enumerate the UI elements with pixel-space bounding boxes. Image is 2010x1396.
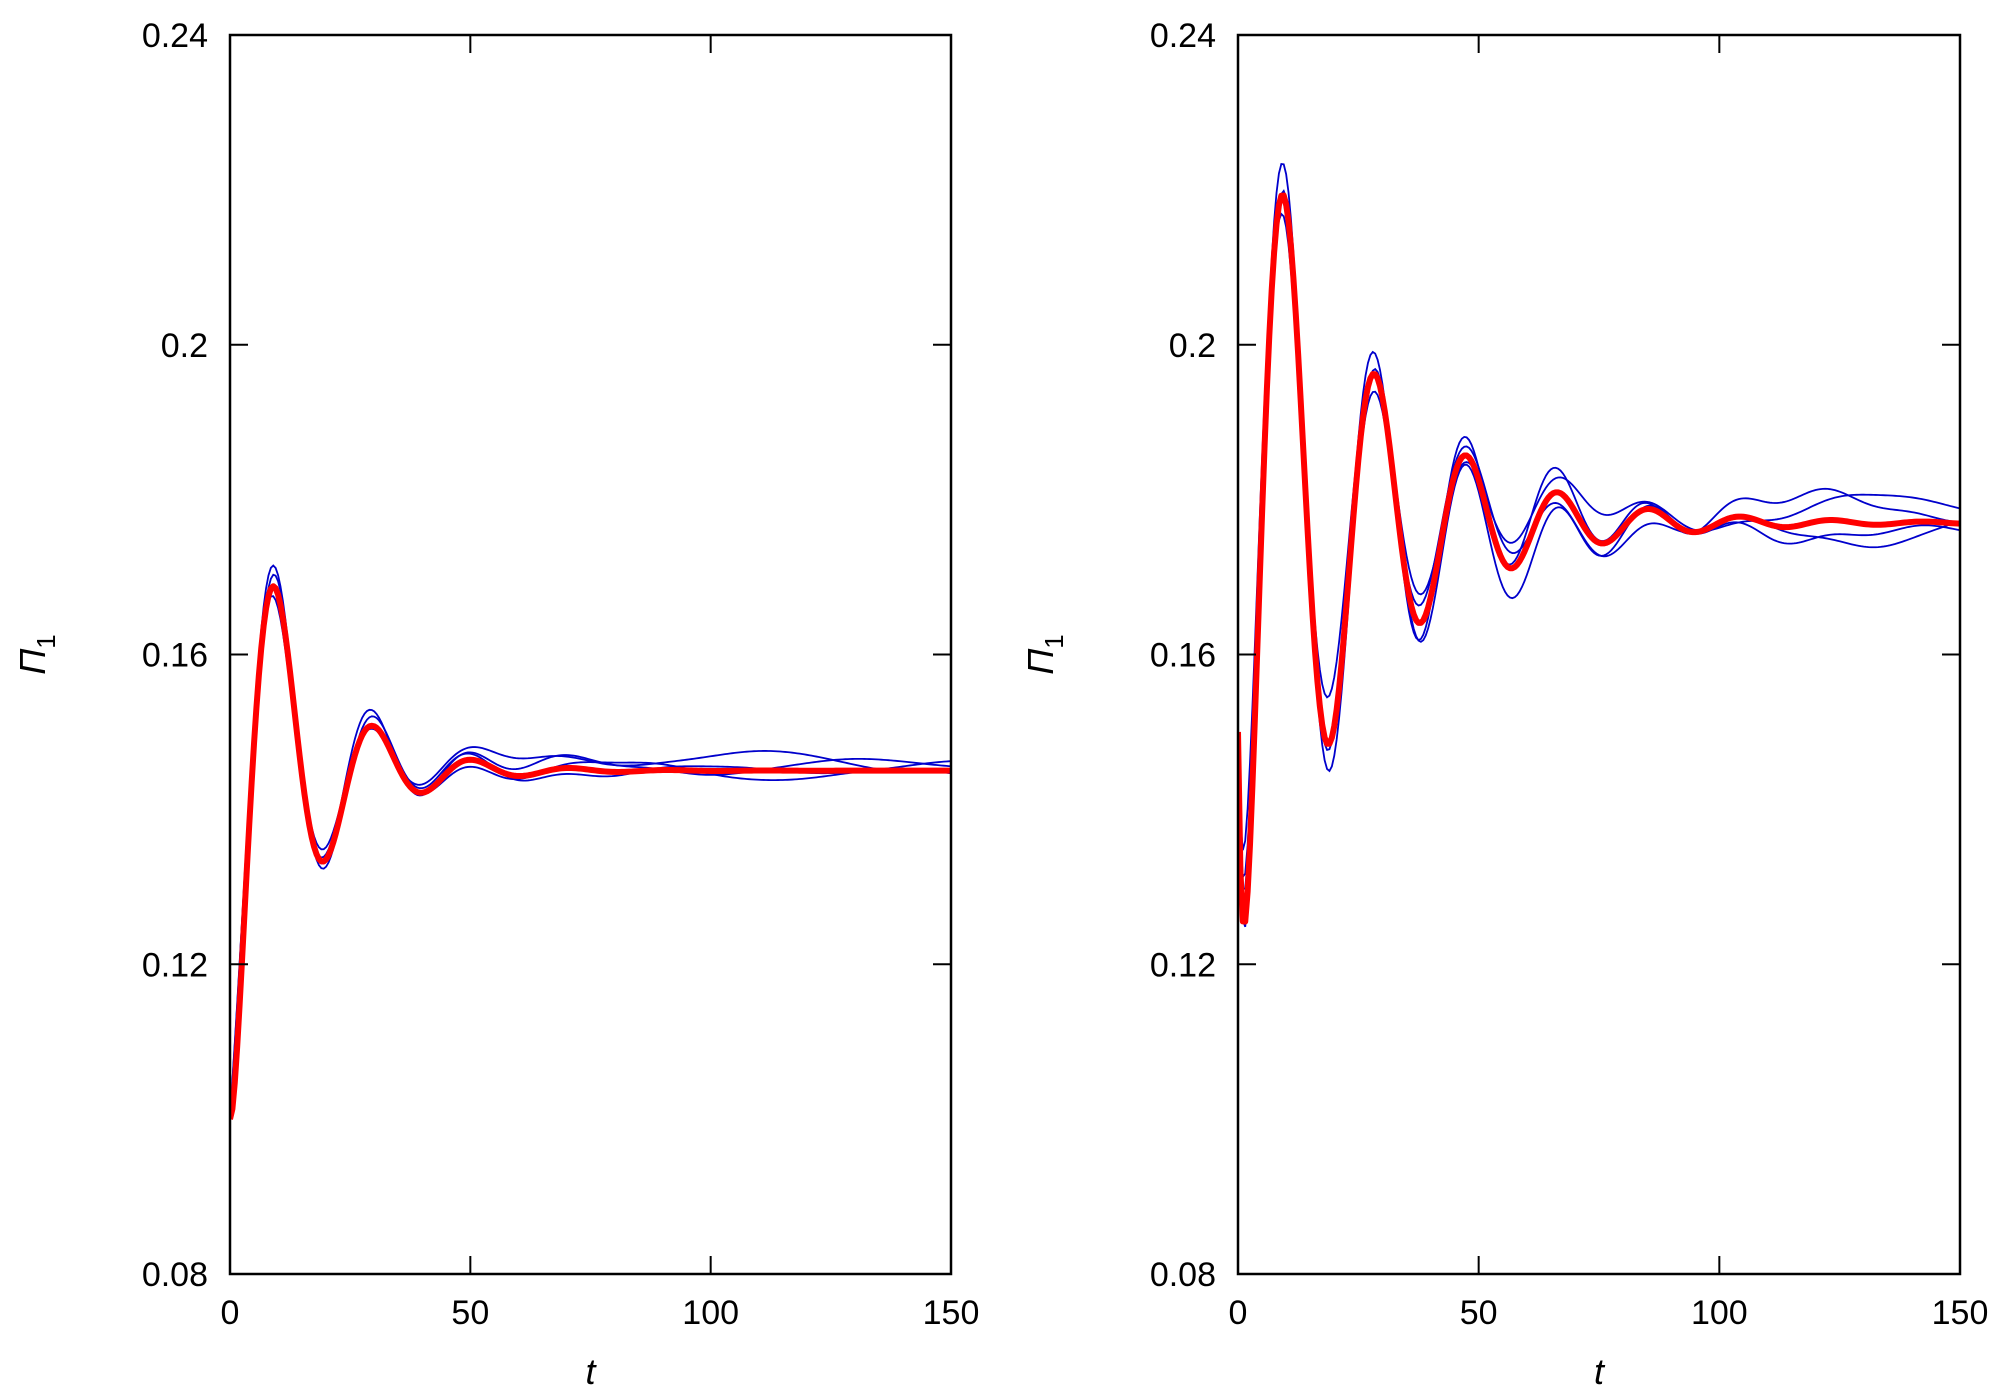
y-tick-label: 0.16 — [1150, 637, 1216, 675]
right-plot-panel: 0.08 0.12 0.16 0.2 0.24 0 50 100 150 t Π1 — [1020, 17, 1988, 1392]
realization-line-1 — [1238, 163, 1960, 891]
x-tick-label: 0 — [221, 1294, 240, 1332]
x-tick-label: 0 — [1229, 1294, 1248, 1332]
x-tick-label: 100 — [1691, 1294, 1748, 1332]
left-plot-panel: 0.08 0.12 0.16 0.2 0.24 0 50 100 150 t Π1 — [12, 17, 979, 1392]
series-group — [230, 564, 951, 1120]
x-tick-label: 100 — [682, 1294, 739, 1332]
x-axis-label: t — [1594, 1351, 1606, 1392]
realization-line-1 — [230, 564, 951, 1120]
realization-line-4 — [230, 595, 951, 1120]
y-tick-label: 0.12 — [142, 946, 208, 984]
y-axis-label: Π1 — [12, 634, 61, 675]
plot-frame — [228, 33, 953, 1276]
y-tick-label: 0.2 — [1169, 327, 1216, 365]
realization-line-2 — [230, 584, 951, 1120]
x-tick-label: 50 — [451, 1294, 489, 1332]
y-tick-label: 0.12 — [1150, 946, 1216, 984]
y-tick-label: 0.16 — [142, 637, 208, 675]
y-tick-label: 0.08 — [142, 1256, 208, 1294]
y-tick-label: 0.2 — [161, 327, 208, 365]
realization-line-3 — [230, 573, 951, 1120]
x-tick-label: 50 — [1460, 1294, 1498, 1332]
plot-frame — [1236, 33, 1962, 1276]
x-axis-label: t — [585, 1351, 597, 1392]
y-axis-label: Π1 — [1020, 634, 1069, 675]
mean-line — [1238, 192, 1960, 925]
x-tick-label: 150 — [923, 1294, 980, 1332]
y-tick-label: 0.24 — [142, 17, 208, 55]
series-group — [1238, 163, 1960, 928]
mean-line — [230, 583, 951, 1120]
y-tick-label: 0.08 — [1150, 1256, 1216, 1294]
x-tick-label: 150 — [1932, 1294, 1989, 1332]
y-tick-label: 0.24 — [1150, 17, 1216, 55]
realization-line-3 — [1238, 189, 1960, 928]
